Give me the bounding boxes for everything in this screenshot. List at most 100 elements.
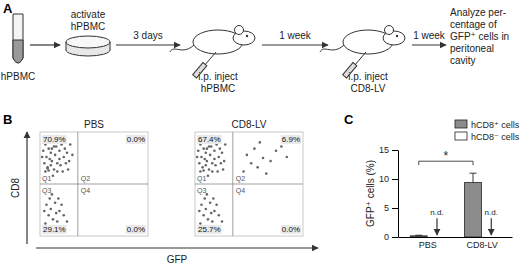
- point: [45, 156, 48, 159]
- tube-content: [13, 40, 23, 63]
- quadrant-percent: 0.0%: [282, 225, 300, 234]
- point: [56, 220, 59, 223]
- label-background: [42, 135, 67, 144]
- point: [45, 204, 48, 207]
- y-axis-title: GFP⁺ cells (%): [365, 160, 376, 227]
- panel-a: hPBMCactivatehPBMC3 daysi.p. injecthPBMC…: [1, 7, 509, 94]
- point: [209, 201, 212, 204]
- mouse-eye: [246, 35, 248, 37]
- panel-letter: B: [3, 112, 12, 127]
- step-text: cavity: [450, 55, 476, 66]
- point: [212, 197, 215, 200]
- point: [269, 160, 272, 163]
- legend: hCD8⁺ cellshCD8⁻ cells: [455, 120, 520, 142]
- panel-letter: A: [3, 1, 13, 16]
- y-axis-title: CD8: [10, 178, 21, 198]
- point: [213, 210, 216, 213]
- point: [286, 156, 289, 159]
- plot-title: CD8-LV: [232, 119, 267, 130]
- point: [198, 210, 201, 213]
- point: [66, 220, 69, 223]
- mouse-ear: [385, 26, 394, 35]
- arrow: [491, 218, 492, 235]
- tick-label: PBS: [419, 240, 437, 250]
- tick: CD8-LV: [466, 237, 497, 250]
- label-background: [281, 135, 301, 144]
- error-cap: [470, 173, 477, 174]
- quadrant-percent: 6.9%: [282, 135, 300, 144]
- tube-label: hPBMC: [1, 71, 35, 82]
- dish-side: [110, 42, 111, 50]
- syringe-needle: [354, 52, 366, 66]
- point: [219, 147, 222, 150]
- x-axis: PBS CD8-LV: [399, 237, 513, 250]
- points: [195, 132, 303, 236]
- tick-mark: [392, 150, 398, 151]
- tick: 5: [384, 203, 398, 213]
- point: [48, 158, 51, 161]
- label-background: [42, 225, 67, 234]
- mouse-tail: [320, 45, 344, 52]
- quadrant-name: Q3: [197, 187, 206, 195]
- point: [262, 157, 265, 160]
- quadrant-percent: 70.9%: [43, 135, 66, 144]
- label-background: [197, 225, 222, 234]
- significance: *: [444, 149, 449, 163]
- step-text: activate: [71, 9, 106, 20]
- point: [206, 160, 209, 163]
- mouse-tail: [170, 45, 194, 52]
- point: [67, 168, 70, 171]
- step-text: 1 week: [279, 30, 312, 41]
- point: [207, 174, 210, 177]
- point: [71, 154, 74, 157]
- point: [211, 220, 214, 223]
- arrow: [436, 218, 437, 235]
- y-axis: 051015: [379, 145, 399, 242]
- data-label: n.d.: [485, 208, 498, 217]
- data-label: n.d.: [430, 208, 443, 217]
- point: [197, 149, 200, 152]
- point: [205, 208, 208, 211]
- point: [58, 210, 61, 213]
- tick: 15: [379, 145, 398, 155]
- arrow: [262, 44, 328, 45]
- step-text: hPBMC: [71, 21, 105, 32]
- axis-line: [398, 151, 399, 238]
- tick: 0: [384, 232, 398, 242]
- point: [246, 154, 249, 157]
- label-background: [126, 225, 146, 234]
- point: [208, 145, 211, 148]
- quadrant-name: Q4: [236, 187, 245, 195]
- point: [47, 214, 50, 217]
- point: [66, 152, 69, 155]
- point: [58, 149, 61, 152]
- point: [209, 154, 212, 157]
- quadrant-name: Q2: [236, 175, 245, 183]
- tick: PBS: [419, 237, 437, 250]
- legend-entry: hCD8⁺ cells: [471, 120, 520, 130]
- point: [51, 160, 54, 163]
- quadrant-percent: 25.7%: [198, 225, 221, 234]
- mouse-eye: [396, 35, 398, 37]
- point: [53, 145, 56, 148]
- point: [198, 162, 201, 165]
- point: [265, 172, 268, 175]
- point: [242, 170, 245, 173]
- point: [223, 160, 226, 163]
- quadrant-percent: 67.4%: [198, 135, 221, 144]
- point: [202, 147, 205, 150]
- point: [58, 158, 61, 161]
- gate-line: [195, 184, 303, 185]
- tick-label: CD8-LV: [466, 240, 497, 250]
- point: [56, 170, 59, 173]
- bars: [410, 173, 481, 237]
- point: [224, 143, 227, 146]
- step-text: Analyze per-: [450, 7, 506, 18]
- quadrant-name: Q3: [42, 187, 51, 195]
- tube: [13, 14, 23, 63]
- point: [43, 162, 46, 165]
- point: [54, 201, 57, 204]
- bar: [465, 182, 482, 237]
- point: [69, 143, 72, 146]
- point: [41, 156, 44, 159]
